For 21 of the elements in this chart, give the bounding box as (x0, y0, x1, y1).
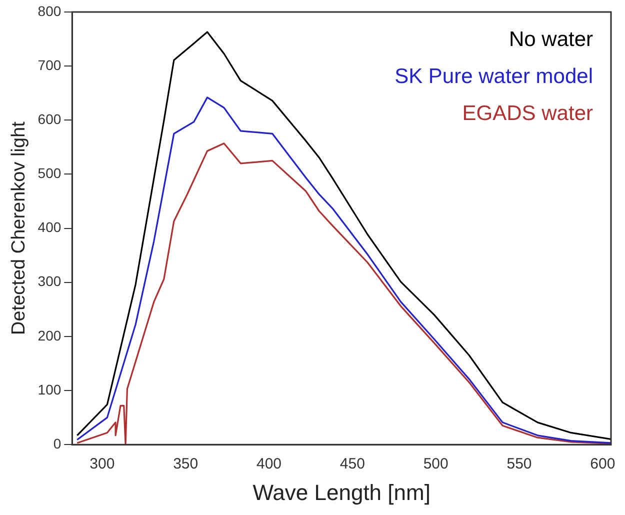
x-tick-label: 300 (90, 456, 115, 473)
y-tick-label: 0 (53, 435, 62, 452)
y-tick-label: 600 (38, 111, 62, 128)
y-tick-label: 100 (38, 381, 62, 398)
text: No water (508, 28, 594, 51)
x-tick-label: 500 (423, 456, 448, 473)
x-tick-label: 550 (506, 456, 532, 473)
x-tick-label: 400 (256, 456, 282, 473)
y-tick-label: 400 (38, 219, 62, 236)
text: SK Pure water model (394, 64, 593, 88)
x-tick-label: 600 (590, 456, 616, 473)
y-tick-label: 700 (38, 56, 62, 73)
y-tick-label: 200 (38, 327, 62, 344)
x-tick-label: 350 (173, 456, 198, 473)
y-tick-label: 500 (38, 165, 62, 182)
x-tick-label: 450 (340, 456, 365, 473)
y-tick-label: 300 (38, 273, 62, 290)
y-tick-label: 800 (38, 2, 62, 19)
x-axis-title: Wave Length [nm] (252, 480, 430, 505)
text: EGADS water (462, 102, 593, 125)
y-axis-title: Detected Cherenkov light (8, 120, 30, 335)
